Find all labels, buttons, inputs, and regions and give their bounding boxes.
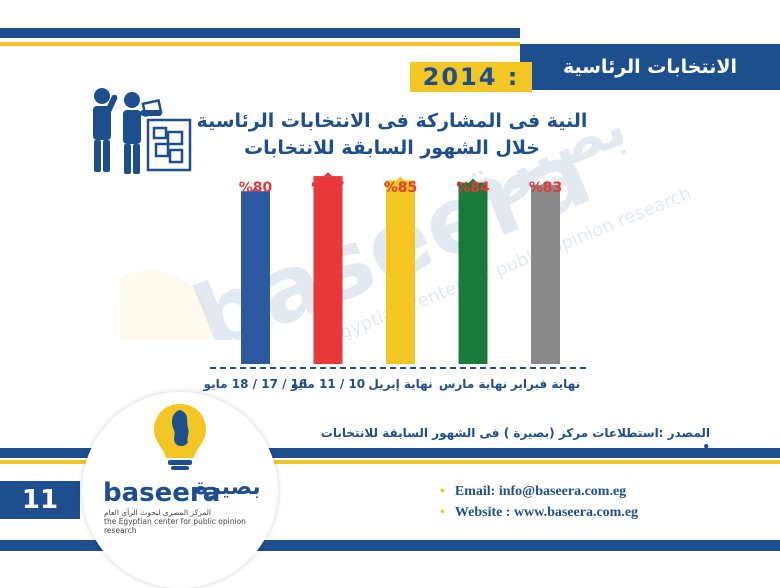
data-label: %84 xyxy=(456,180,490,196)
page-number: 11 xyxy=(0,481,80,519)
lightbulb-icon xyxy=(154,404,206,470)
website-bullet: • xyxy=(440,505,445,520)
data-label: %80 xyxy=(239,180,273,196)
bar xyxy=(458,182,488,364)
logo-arabic-subtitle: المركز المصرى لبحوث الرأى العام xyxy=(104,508,212,517)
chart-title-line1: النية فى المشاركة فى الانتخابات الرئاسية xyxy=(196,110,588,132)
data-label: %87 xyxy=(311,180,345,196)
bar-cap xyxy=(541,180,550,185)
chart-title-line2: خلال الشهور السابقة للانتخابات xyxy=(244,137,540,159)
bar xyxy=(313,176,343,364)
source-note: المصدر :استطلاعات مركز (بصيرة ) فى الشهو… xyxy=(320,426,710,454)
source-bullet: • xyxy=(702,440,710,454)
bar xyxy=(241,191,270,364)
data-label: %83 xyxy=(529,180,563,196)
logo-arabic: بصيرة xyxy=(195,475,261,500)
logo-latin: baseera xyxy=(103,478,221,508)
contact-email: • Email: info@baseera.com.eg xyxy=(440,484,626,500)
source-text: المصدر :استطلاعات مركز (بصيرة ) فى الشهو… xyxy=(320,426,710,440)
section-title: الانتخابات الرئاسية xyxy=(520,44,780,90)
header-stripe-blue xyxy=(0,28,520,38)
data-label: %85 xyxy=(384,180,418,196)
header-stripe-yellow xyxy=(0,42,520,46)
website-text[interactable]: Website : www.baseera.com.eg xyxy=(454,505,639,520)
bar-cap xyxy=(396,176,405,181)
footer-stripe-blue xyxy=(0,448,780,458)
bar-cap xyxy=(469,178,477,183)
chart-title: النية فى المشاركة فى الانتخابات الرئاسية… xyxy=(180,108,604,162)
footer-bottom-bar xyxy=(0,540,780,551)
logo-english-subtitle: the Egyptian center for public opinion r… xyxy=(104,517,246,535)
bar xyxy=(531,184,560,364)
category-label: نهاية مارس xyxy=(439,377,507,391)
bar-chart: %80 16 / 17 / 18 مايو %87 10 / 11 مايو %85 نه… xyxy=(203,172,590,392)
category-label: نهاية إبريل xyxy=(368,377,432,391)
year-badge: 2014 : xyxy=(410,62,532,92)
email-bullet: • xyxy=(440,484,445,499)
category-label: 10 / 11 مايو xyxy=(290,377,365,392)
footer-stripe-yellow xyxy=(0,460,780,464)
watermark-bulb xyxy=(120,270,210,340)
category-label: نهاية فبراير xyxy=(510,377,580,391)
bar xyxy=(386,180,415,364)
contact-website: • Website : www.baseera.com.eg xyxy=(440,505,638,521)
email-text[interactable]: Email: info@baseera.com.eg xyxy=(454,484,627,499)
bar-cap xyxy=(251,187,260,192)
bar-cap xyxy=(324,172,332,177)
voters-illustration xyxy=(93,88,192,174)
category-label: 16 / 17 / 18 مايو xyxy=(203,377,308,392)
